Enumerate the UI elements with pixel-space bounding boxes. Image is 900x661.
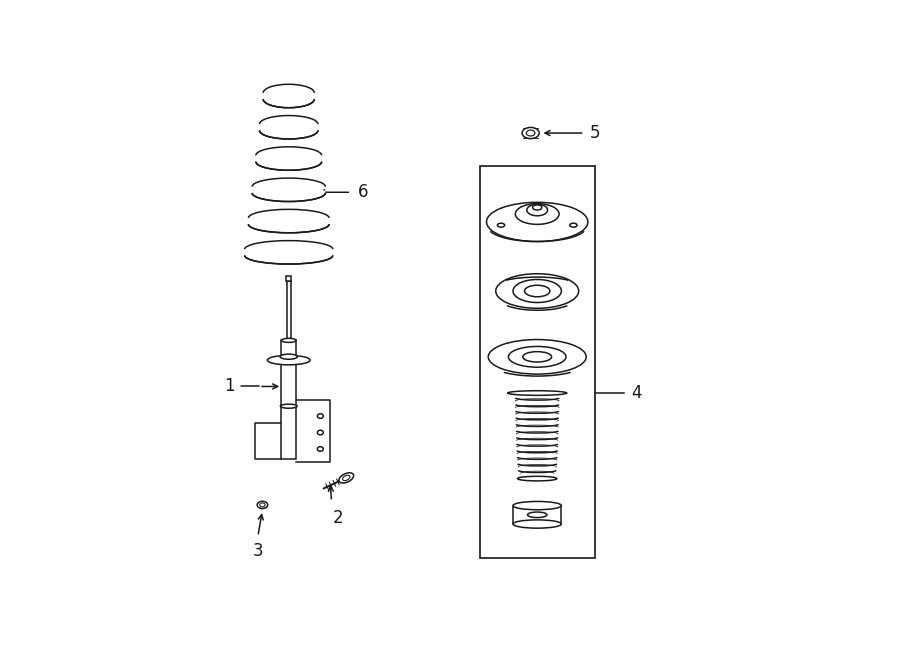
Ellipse shape	[280, 354, 297, 360]
Ellipse shape	[518, 458, 557, 463]
Ellipse shape	[252, 184, 326, 202]
Ellipse shape	[508, 346, 566, 368]
Ellipse shape	[267, 356, 310, 365]
Ellipse shape	[513, 280, 562, 303]
Bar	[480, 166, 595, 558]
Ellipse shape	[525, 286, 550, 297]
Ellipse shape	[516, 393, 559, 397]
Ellipse shape	[489, 340, 586, 374]
Ellipse shape	[518, 451, 557, 456]
Ellipse shape	[256, 153, 321, 171]
Ellipse shape	[496, 274, 579, 308]
Ellipse shape	[527, 512, 547, 518]
Ellipse shape	[260, 503, 265, 507]
Ellipse shape	[521, 471, 553, 476]
Ellipse shape	[517, 426, 558, 430]
Ellipse shape	[318, 414, 323, 418]
Ellipse shape	[523, 352, 552, 362]
Ellipse shape	[343, 475, 350, 481]
Ellipse shape	[526, 130, 535, 136]
Ellipse shape	[522, 128, 539, 139]
Bar	[282, 407, 296, 459]
Text: 3: 3	[253, 542, 263, 560]
Ellipse shape	[318, 430, 323, 435]
Ellipse shape	[282, 338, 296, 342]
Ellipse shape	[257, 501, 267, 508]
Ellipse shape	[516, 399, 559, 403]
Ellipse shape	[508, 391, 567, 395]
Bar	[287, 281, 291, 340]
Ellipse shape	[513, 502, 562, 510]
Text: 1: 1	[224, 377, 235, 395]
Ellipse shape	[498, 223, 505, 227]
Ellipse shape	[517, 446, 557, 449]
Ellipse shape	[259, 122, 318, 139]
Ellipse shape	[518, 465, 556, 469]
Ellipse shape	[263, 91, 314, 108]
Bar	[286, 276, 292, 281]
Ellipse shape	[516, 419, 558, 423]
Text: 2: 2	[333, 509, 344, 527]
Text: 4: 4	[631, 384, 642, 402]
Ellipse shape	[517, 432, 558, 436]
Ellipse shape	[245, 247, 333, 264]
Ellipse shape	[516, 204, 559, 224]
Ellipse shape	[570, 223, 577, 227]
Ellipse shape	[339, 473, 354, 483]
Text: 6: 6	[358, 183, 368, 201]
Bar	[282, 340, 296, 407]
Ellipse shape	[318, 447, 323, 451]
Ellipse shape	[487, 202, 588, 241]
Ellipse shape	[516, 406, 559, 410]
Ellipse shape	[513, 520, 562, 528]
Ellipse shape	[516, 412, 559, 416]
Ellipse shape	[526, 204, 547, 215]
Ellipse shape	[533, 205, 542, 210]
Text: 5: 5	[590, 124, 600, 142]
Ellipse shape	[281, 404, 297, 408]
Ellipse shape	[517, 439, 558, 443]
Ellipse shape	[518, 477, 557, 481]
Ellipse shape	[248, 215, 329, 233]
